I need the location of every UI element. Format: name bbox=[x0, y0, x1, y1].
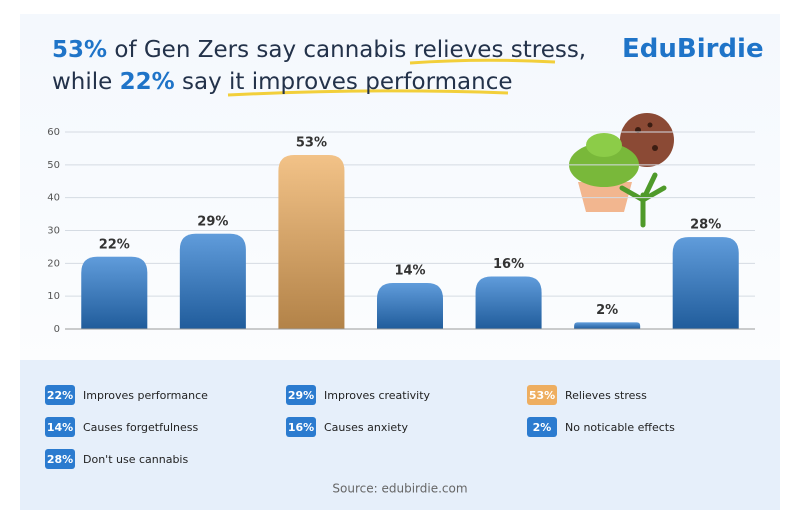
brand-logo: EduBirdie bbox=[622, 34, 764, 64]
legend-label: No noticable effects bbox=[565, 421, 675, 434]
legend-label: Improves creativity bbox=[324, 389, 431, 402]
y-tick-label: 10 bbox=[47, 291, 60, 302]
underline bbox=[409, 58, 556, 65]
legend-badge bbox=[527, 417, 557, 437]
source: Source: edubirdie.com bbox=[332, 482, 467, 496]
title-line: 53% of Gen Zers say cannabis relieves st… bbox=[52, 34, 586, 66]
legend-badge bbox=[527, 385, 557, 405]
y-tick-label: 30 bbox=[47, 226, 60, 237]
y-tick-label: 50 bbox=[47, 160, 60, 171]
legend-label: Improves performance bbox=[83, 389, 208, 402]
legend-value: 16% bbox=[288, 421, 314, 434]
legend-label: Causes forgetfulness bbox=[83, 421, 198, 434]
bar-shade bbox=[179, 233, 246, 329]
title-part: of Gen Zers say cannabis bbox=[114, 37, 407, 63]
y-tick-label: 0 bbox=[54, 324, 60, 335]
legend-panel bbox=[20, 360, 780, 510]
value-label: 22% bbox=[99, 237, 130, 252]
legend-label: Relieves stress bbox=[565, 389, 647, 402]
title-part: relieves stress, bbox=[413, 37, 587, 63]
legend-value: 53% bbox=[529, 389, 555, 402]
legend-value: 2% bbox=[533, 421, 552, 434]
bar-shade bbox=[278, 154, 345, 329]
value-label: 53% bbox=[296, 135, 327, 150]
bar-shade bbox=[377, 283, 443, 329]
title-part: improves performance bbox=[251, 69, 513, 95]
underline bbox=[227, 89, 509, 97]
legend-label: Causes anxiety bbox=[324, 421, 408, 434]
y-tick-label: 40 bbox=[47, 193, 60, 204]
title-line: while 22% say it improves performance bbox=[52, 66, 586, 98]
y-tick-label: 60 bbox=[47, 127, 60, 138]
legend-value: 14% bbox=[47, 421, 73, 434]
legend-badge bbox=[45, 385, 75, 405]
value-label: 2% bbox=[596, 303, 618, 318]
legend-label: Don't use cannabis bbox=[83, 453, 188, 466]
title-part: say it bbox=[182, 69, 245, 95]
title-part: 53% bbox=[52, 37, 108, 63]
legend-badge bbox=[45, 449, 75, 469]
title-part: 22% bbox=[119, 69, 175, 95]
bar-shade bbox=[475, 276, 542, 329]
legend-badge bbox=[286, 417, 316, 437]
value-label: 16% bbox=[493, 257, 524, 272]
legend-value: 22% bbox=[47, 389, 73, 402]
y-tick-label: 20 bbox=[47, 258, 60, 269]
legend-value: 29% bbox=[288, 389, 314, 402]
value-label: 29% bbox=[197, 214, 228, 229]
bar-shade bbox=[574, 322, 641, 329]
value-label: 28% bbox=[690, 218, 721, 233]
title-part: while bbox=[52, 69, 113, 95]
legend-badge bbox=[45, 417, 75, 437]
bar-shade bbox=[672, 237, 739, 329]
bar-shade bbox=[81, 256, 148, 329]
chart-title: 53% of Gen Zers say cannabis relieves st… bbox=[52, 34, 586, 98]
legend-badge bbox=[286, 385, 316, 405]
value-label: 14% bbox=[394, 264, 425, 279]
legend-value: 28% bbox=[47, 453, 73, 466]
